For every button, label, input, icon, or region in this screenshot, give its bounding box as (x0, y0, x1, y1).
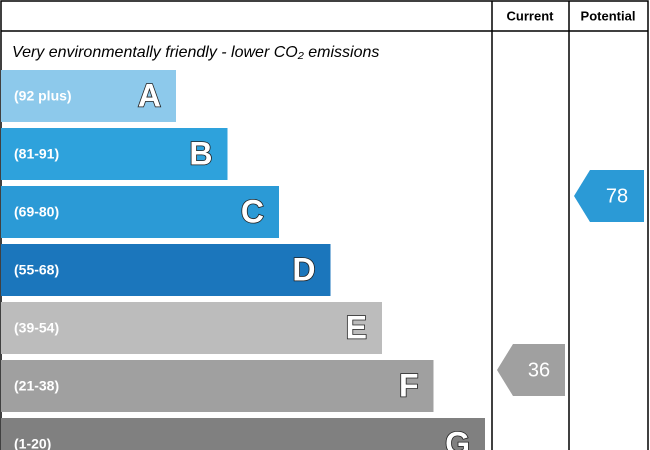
rating-arrow (497, 344, 565, 396)
band-range: (39-54) (14, 320, 59, 336)
band-letter: F (399, 367, 419, 403)
band-range: (69-80) (14, 204, 59, 220)
band-letter: C (241, 193, 264, 229)
band-bar (1, 186, 279, 238)
band-bar (1, 418, 485, 450)
rating-value: 36 (528, 359, 550, 381)
band-range: (92 plus) (14, 88, 72, 104)
band-range: (55-68) (14, 262, 59, 278)
band-range: (81-91) (14, 146, 59, 162)
band-letter: D (292, 251, 315, 287)
band-bar (1, 244, 331, 296)
band-range: (21-38) (14, 378, 59, 394)
band-letter: A (138, 77, 161, 113)
rating-value: 78 (606, 185, 628, 207)
band-letter: G (445, 425, 470, 450)
band-bar (1, 302, 382, 354)
band-bar (1, 360, 434, 412)
band-range: (1-20) (14, 436, 51, 450)
band-bar (1, 70, 176, 122)
header: Potential (581, 8, 636, 23)
band-letter: E (346, 309, 367, 345)
rating-arrow (574, 170, 644, 222)
band-letter: B (189, 135, 212, 171)
band-bar (1, 128, 228, 180)
chart-title: Very environmentally friendly - lower CO… (12, 44, 379, 61)
header: Current (507, 8, 555, 23)
